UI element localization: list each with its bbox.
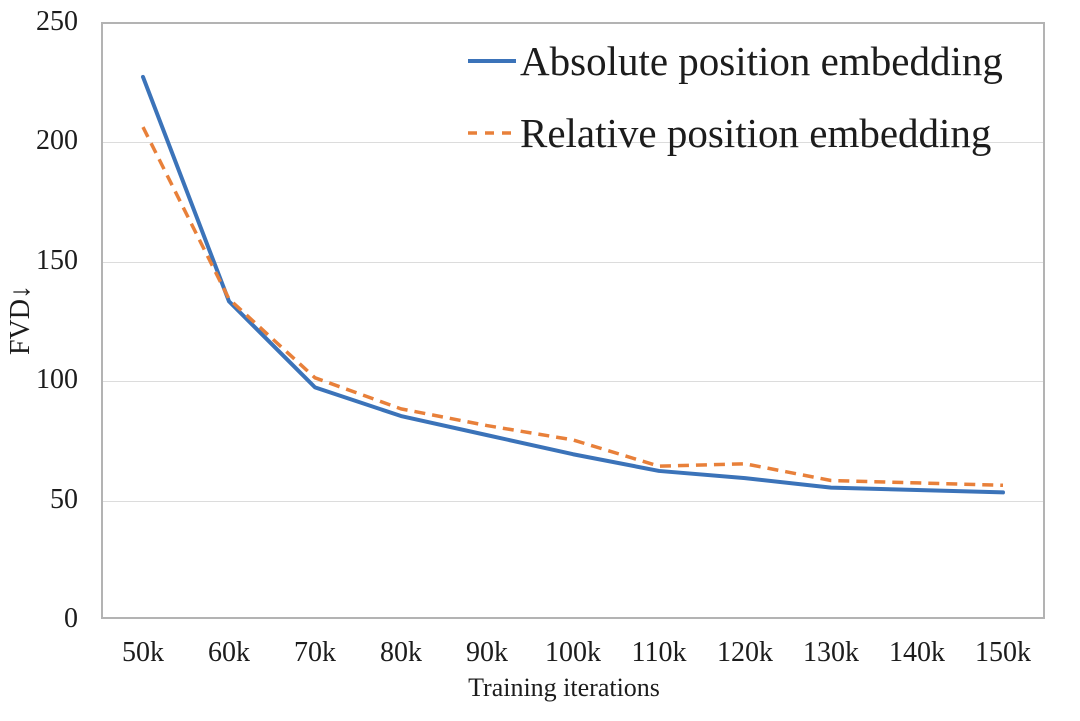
legend-label-absolute: Absolute position embedding (520, 38, 1003, 84)
dashed-line-icon (468, 131, 516, 135)
legend-item-absolute: Absolute position embedding (468, 36, 1003, 86)
gridline (103, 261, 1043, 263)
y-axis-title: FVD↓ (5, 285, 36, 356)
x-tick-label: 90k (466, 637, 508, 668)
x-tick-label: 100k (545, 637, 601, 668)
x-axis-title: Training iterations (468, 673, 660, 702)
gridline (103, 500, 1043, 502)
x-tick-label: 80k (380, 637, 422, 668)
legend-swatch-relative-line-icon (468, 128, 516, 138)
x-tick-label: 60k (208, 637, 250, 668)
x-tick-label: 130k (803, 637, 859, 668)
y-tick-label: 250 (36, 6, 78, 37)
x-tick-label: 120k (717, 637, 773, 668)
legend-swatch-absolute-line-icon (468, 56, 516, 66)
legend-label-relative: Relative position embedding (520, 110, 992, 156)
legend-item-relative: Relative position embedding (468, 108, 1003, 158)
y-tick-label: 50 (50, 483, 78, 515)
x-tick-label: 70k (294, 637, 336, 668)
x-tick-label: 150k (975, 637, 1031, 668)
legend: Absolute position embedding Relative pos… (468, 36, 1003, 158)
x-tick-label: 140k (889, 637, 945, 668)
solid-line-icon (468, 59, 516, 63)
y-tick-label: 200 (36, 125, 78, 157)
y-tick-label: 100 (36, 364, 78, 396)
y-tick-label: 150 (36, 244, 78, 276)
gridline (103, 381, 1043, 383)
x-tick-label: 110k (631, 637, 687, 668)
x-tick-label: 50k (122, 637, 164, 668)
y-tick-label: 0 (64, 603, 78, 634)
